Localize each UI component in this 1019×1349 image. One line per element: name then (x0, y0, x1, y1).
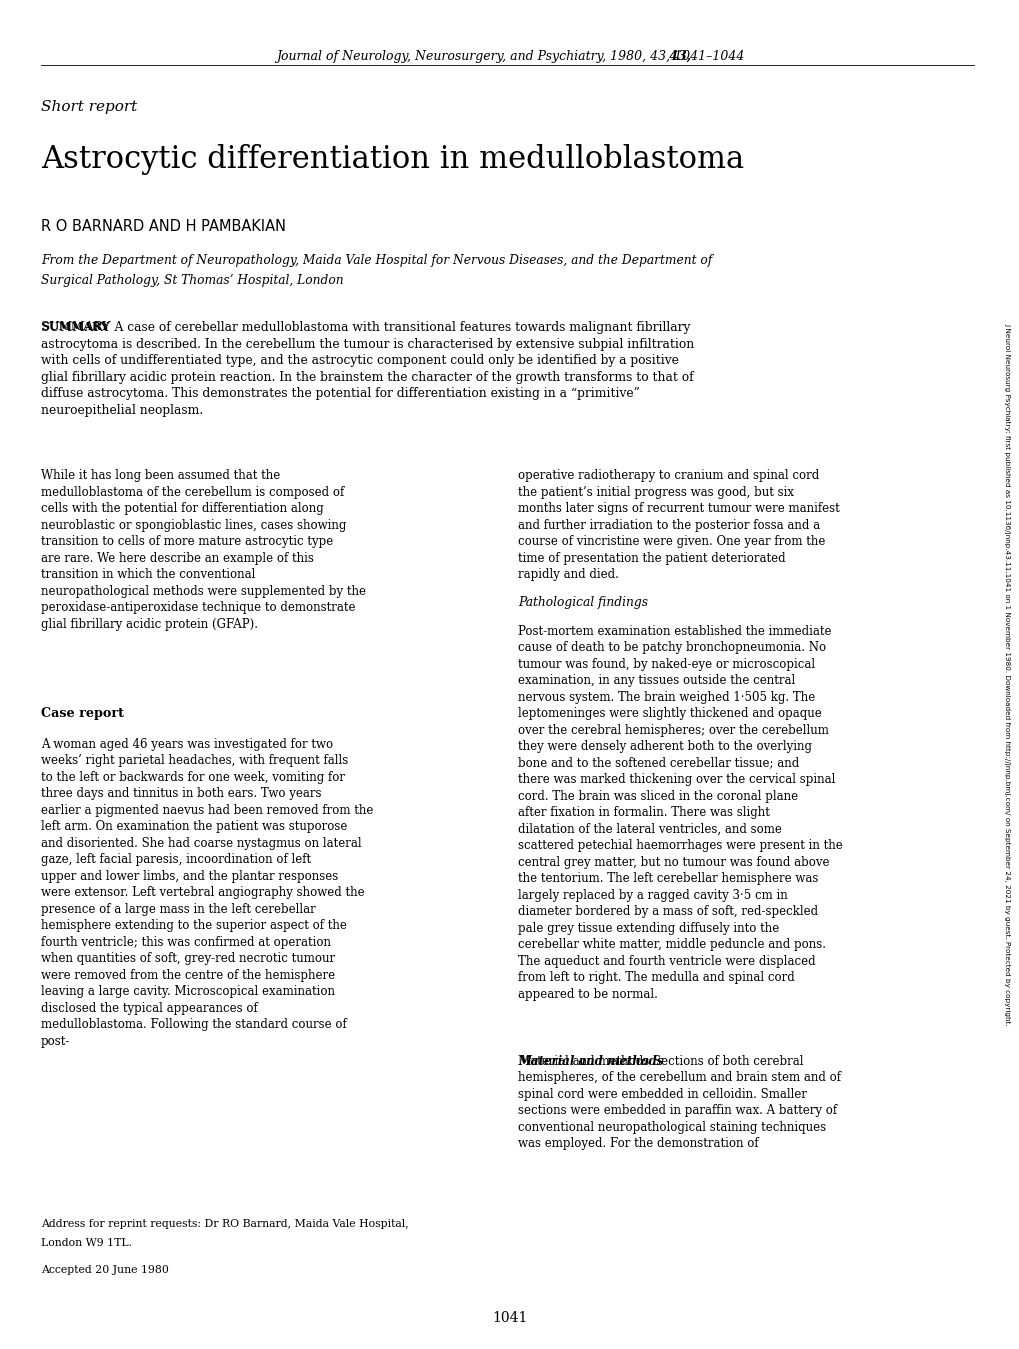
Text: J Neurol Neurosurg Psychiatry: first published as 10.1136/jnnp.43.11.1041 on 1 N: J Neurol Neurosurg Psychiatry: first pub… (1004, 324, 1010, 1025)
Text: Astrocytic differentiation in medulloblastoma: Astrocytic differentiation in medullobla… (41, 144, 743, 175)
Text: SUMMARY: SUMMARY (41, 321, 108, 332)
Text: Journal of Neurology, Neurosurgery, and Psychiatry, 1980, 43, 1041–1044: Journal of Neurology, Neurosurgery, and … (275, 50, 744, 63)
Text: A woman aged 46 years was investigated for two
weeks’ right parietal headaches, : A woman aged 46 years was investigated f… (41, 738, 373, 1048)
Text: While it has long been assumed that the
medulloblastoma of the cerebellum is com: While it has long been assumed that the … (41, 469, 366, 631)
Text: Material and methods: Material and methods (518, 1055, 663, 1068)
Text: Material and methods Sections of both cerebral
hemispheres, of the cerebellum an: Material and methods Sections of both ce… (518, 1055, 841, 1151)
Text: 43,: 43, (328, 50, 691, 63)
Text: SUMMARY A case of cerebellar medulloblastoma with transitional features towards : SUMMARY A case of cerebellar medulloblas… (41, 321, 693, 417)
Text: Post-mortem examination established the immediate
cause of death to be patchy br: Post-mortem examination established the … (518, 625, 842, 1001)
Text: Pathological findings: Pathological findings (518, 596, 647, 610)
Text: Short report: Short report (41, 100, 137, 113)
Text: Accepted 20 June 1980: Accepted 20 June 1980 (41, 1265, 168, 1275)
Text: R O BARNARD AND H PAMBAKIAN: R O BARNARD AND H PAMBAKIAN (41, 219, 285, 233)
Text: From the Department of Neuropathology, Maida Vale Hospital for Nervous Diseases,: From the Department of Neuropathology, M… (41, 254, 711, 267)
Text: London W9 1TL.: London W9 1TL. (41, 1238, 131, 1248)
Text: operative radiotherapy to cranium and spinal cord
the patient’s initial progress: operative radiotherapy to cranium and sp… (518, 469, 839, 581)
Text: 1041: 1041 (492, 1311, 527, 1325)
Text: Case report: Case report (41, 707, 123, 720)
Text: Address for reprint requests: Dr RO Barnard, Maida Vale Hospital,: Address for reprint requests: Dr RO Barn… (41, 1219, 409, 1229)
Text: Surgical Pathology, St Thomas’ Hospital, London: Surgical Pathology, St Thomas’ Hospital,… (41, 274, 343, 287)
